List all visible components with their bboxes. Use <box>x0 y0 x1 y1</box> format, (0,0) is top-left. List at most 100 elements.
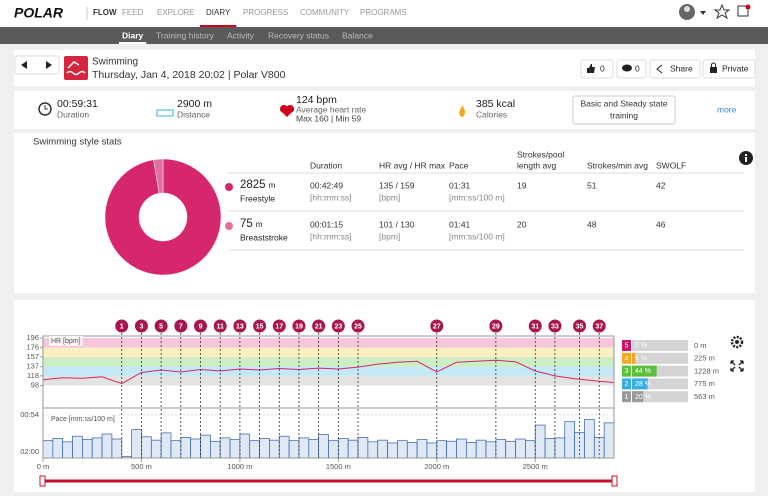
range-handle-end[interactable] <box>611 475 618 487</box>
pace-bar <box>397 440 408 459</box>
zone-number: 4 <box>625 355 629 362</box>
cell-value: 00:42:49 <box>310 180 343 190</box>
nav-item[interactable]: FEED <box>122 8 144 17</box>
pace-bar <box>82 439 93 459</box>
prev-next <box>14 55 60 75</box>
next-button[interactable] <box>46 61 52 69</box>
lock-icon <box>710 67 717 73</box>
flag-icon[interactable] <box>737 5 749 17</box>
lap-label: 11 <box>217 323 225 330</box>
fullscreen-button[interactable] <box>730 360 744 372</box>
pace-bar <box>249 440 260 459</box>
swim-glyph <box>66 61 86 76</box>
lock-shackle <box>711 62 716 67</box>
range-handle-start[interactable] <box>39 475 46 487</box>
lap-marker <box>253 319 267 333</box>
pace-bar <box>534 424 546 459</box>
x-tick-label: 2000 m <box>424 462 449 471</box>
nav-item[interactable]: PROGRESS <box>243 8 288 17</box>
lap-label: 23 <box>334 323 342 330</box>
zone-bar <box>632 378 648 390</box>
x-tick-label: 1500 m <box>326 462 351 471</box>
zone-bar <box>632 352 636 364</box>
summary-value: 124 bpm <box>296 94 337 106</box>
column-header: length avg <box>517 160 556 170</box>
pace-bar <box>446 440 457 459</box>
share-button[interactable] <box>649 59 701 79</box>
nav-item[interactable]: PROGRAMS <box>360 8 407 17</box>
lap-marker <box>331 319 345 333</box>
cell-value: 48 <box>587 219 597 229</box>
zone-swatch <box>622 365 631 377</box>
zone-distance: 563 m <box>694 392 715 401</box>
cell-unit: [bpm] <box>379 192 400 202</box>
pace-bar <box>505 440 516 459</box>
zone-percent: 28 % <box>635 381 651 388</box>
y-tick-label: 137 <box>26 362 39 371</box>
pace-bar <box>347 439 359 459</box>
lap-label: 3 <box>139 323 143 330</box>
pace-bar <box>485 441 497 459</box>
sub-nav-item[interactable]: Balance <box>342 30 373 40</box>
column-header: Strokes/min avg <box>587 160 648 170</box>
chart-panel <box>14 300 755 492</box>
pace-bar <box>564 421 575 459</box>
nav-item[interactable]: DIARY <box>206 8 231 17</box>
hr-zone-band <box>43 347 614 357</box>
prev-button[interactable] <box>21 61 27 69</box>
sub-nav <box>0 27 768 44</box>
sub-nav-item[interactable]: Activity <box>227 30 255 40</box>
pace-bar <box>259 438 270 459</box>
summary-value: 385 kcal <box>476 98 515 110</box>
pace-bar <box>475 439 487 459</box>
style-name: Freestyle <box>240 193 275 203</box>
pace-bar <box>465 442 477 459</box>
sub-nav-item[interactable]: Diary <box>122 30 144 40</box>
active-underline <box>119 42 147 44</box>
lap-marker <box>292 319 306 333</box>
dropdown-arrow[interactable] <box>700 11 706 15</box>
nav-item[interactable]: FLOW <box>93 8 117 17</box>
pace-bar <box>603 422 615 459</box>
nav-item[interactable]: EXPLORE <box>157 8 195 17</box>
hr-zone-band <box>43 356 614 367</box>
logo[interactable]: POLAR <box>14 5 64 21</box>
cell-value: 101 / 130 <box>379 219 415 229</box>
lap-label: 31 <box>531 323 539 330</box>
hr-zone-band <box>43 337 614 348</box>
pace-bar <box>72 435 83 459</box>
style-dot <box>225 183 233 191</box>
nav-item[interactable]: COMMUNITY <box>300 8 350 17</box>
zone-bar-bg <box>632 378 688 390</box>
y-tick-label: 98 <box>31 381 39 390</box>
cell-value: 01:41 <box>449 219 471 229</box>
pace-bar <box>377 439 388 459</box>
zone-percent: 0 % <box>635 343 647 350</box>
pace-bar <box>416 439 428 459</box>
settings-button[interactable] <box>730 335 744 349</box>
zone-bar-bg <box>632 365 688 377</box>
lap-label: 17 <box>275 323 283 330</box>
more-link[interactable]: more <box>717 104 737 114</box>
zone-percent: 44 % <box>635 368 651 375</box>
lap-label: 25 <box>354 323 362 330</box>
sub-nav-item[interactable]: Training history <box>156 30 215 40</box>
zone-bar <box>632 365 657 377</box>
summary-label: Distance <box>177 109 210 119</box>
zone-bar-bg <box>632 340 688 351</box>
sub-nav-item[interactable]: Recovery status <box>268 30 329 40</box>
favorites-icon[interactable] <box>713 3 731 20</box>
lap-marker <box>430 319 444 333</box>
cell-unit: [hh:mm:ss] <box>310 192 352 202</box>
pace-bar <box>328 440 339 459</box>
privacy-button[interactable] <box>702 59 756 79</box>
zone-number: 2 <box>625 381 629 388</box>
pace-bar <box>190 438 201 459</box>
like-button[interactable] <box>580 59 614 79</box>
zone-swatch <box>622 391 631 403</box>
summary-value: 00:59:31 <box>57 98 98 110</box>
plot-frame <box>42 335 615 459</box>
notification-dot <box>745 4 751 10</box>
